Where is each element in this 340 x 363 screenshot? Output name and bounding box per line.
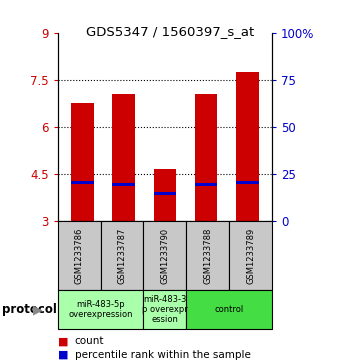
Text: GDS5347 / 1560397_s_at: GDS5347 / 1560397_s_at: [86, 25, 254, 38]
Text: GSM1233790: GSM1233790: [160, 228, 169, 284]
Text: GSM1233788: GSM1233788: [203, 228, 212, 284]
Text: GSM1233789: GSM1233789: [246, 228, 255, 284]
Bar: [113, 94, 135, 221]
Text: percentile rank within the sample: percentile rank within the sample: [75, 350, 251, 360]
Text: GSM1233787: GSM1233787: [118, 228, 126, 284]
Text: protocol: protocol: [2, 303, 56, 316]
Bar: [236, 180, 259, 184]
Bar: [71, 180, 94, 184]
Bar: [154, 192, 176, 195]
Bar: [71, 103, 94, 221]
Text: ■: ■: [58, 350, 68, 360]
Text: control: control: [215, 305, 244, 314]
Bar: [195, 94, 217, 221]
Bar: [236, 72, 259, 221]
Bar: [154, 168, 176, 221]
Bar: [195, 183, 217, 186]
Text: GSM1233786: GSM1233786: [75, 228, 84, 284]
Text: count: count: [75, 336, 104, 346]
Text: ■: ■: [58, 336, 68, 346]
Text: miR-483-3
p overexpr
ession: miR-483-3 p overexpr ession: [142, 294, 188, 325]
Text: ▶: ▶: [33, 303, 43, 316]
Bar: [113, 183, 135, 186]
Text: miR-483-5p
overexpression: miR-483-5p overexpression: [68, 300, 133, 319]
